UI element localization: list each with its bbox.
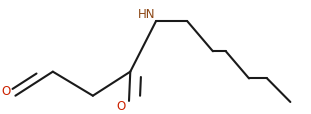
Text: O: O (1, 84, 10, 97)
Text: O: O (116, 99, 125, 112)
Text: HN: HN (138, 8, 156, 20)
